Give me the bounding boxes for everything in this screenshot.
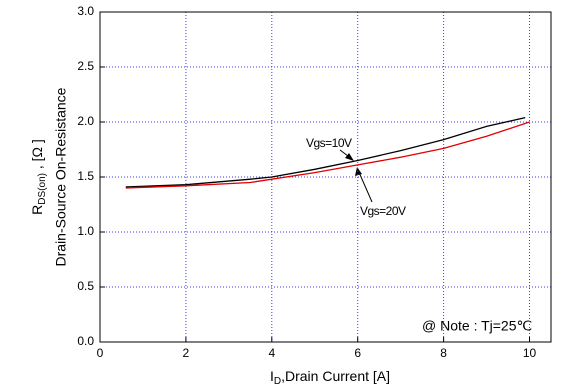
series-line (125, 116, 526, 188)
x-axis-label: ID,Drain Current [A] (270, 368, 390, 387)
note: @ Note : Tj=25℃ (422, 318, 532, 334)
y-label-main: R (29, 205, 45, 215)
y-tick-label: 1.5 (77, 169, 94, 183)
x-tick-label: 0 (97, 346, 104, 360)
y-label-rest: , [Ω ] (29, 139, 45, 173)
arrow (357, 169, 373, 203)
series-annotation: Vgs=20V (360, 204, 406, 218)
arrowhead (355, 167, 362, 176)
arrowhead (345, 153, 354, 161)
y-tick-label: 2.0 (77, 114, 94, 128)
series-line (125, 121, 530, 189)
y-tick-label: 0.0 (77, 334, 94, 348)
y-tick-label: 2.5 (77, 59, 94, 73)
series-annotation: Vgs=10V (306, 136, 352, 150)
y-axis-label: RDS(on) , [Ω ] (29, 139, 48, 215)
x-label-main: I (270, 368, 274, 384)
x-tick-label: 8 (440, 346, 447, 360)
y-tick-label: 3.0 (77, 4, 94, 18)
x-tick-label: 2 (183, 346, 190, 360)
x-tick-label: 6 (354, 346, 361, 360)
y-label-sub: DS(on) (37, 173, 48, 205)
y-tick-label: 0.5 (77, 279, 94, 293)
y-axis-label-line2: Drain-Source On-Resistance (53, 87, 69, 266)
y-tick-label: 1.0 (77, 224, 94, 238)
x-label-sub: D (274, 376, 281, 387)
x-tick-label: 10 (523, 346, 537, 360)
x-label-rest: ,Drain Current [A] (281, 368, 390, 384)
x-tick-label: 4 (268, 346, 275, 360)
plot-frame (99, 11, 552, 343)
